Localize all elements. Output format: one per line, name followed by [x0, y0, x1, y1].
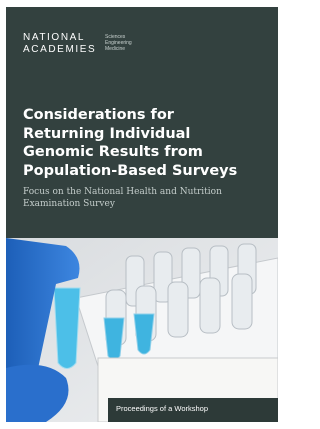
- cover-photo: [6, 238, 278, 422]
- logo-text: NATIONAL: [23, 32, 85, 43]
- title-line: Population-Based Surveys: [23, 162, 273, 181]
- title-line: Considerations for: [23, 106, 273, 125]
- title-line: Returning Individual: [23, 125, 273, 144]
- page: {"header": {"logo_lines": ["NATIONAL", "…: [0, 0, 284, 429]
- title: Considerations for Returning Individual …: [23, 106, 273, 180]
- logo-text: ACADEMIES: [23, 44, 96, 55]
- footer-text: Proceedings of a Workshop: [116, 404, 208, 413]
- subtitle-line: Focus on the National Health and Nutriti…: [23, 186, 273, 198]
- subtitle-line: Examination Survey: [23, 198, 273, 210]
- logo-subtext-line: Medicine: [105, 46, 132, 52]
- book-cover: NATIONAL ACADEMIES Sciences Engineering …: [6, 7, 278, 422]
- subtitle: Focus on the National Health and Nutriti…: [23, 186, 273, 210]
- footer-box: Proceedings of a Workshop: [108, 398, 278, 422]
- title-line: Genomic Results from: [23, 143, 273, 162]
- logo-subtext: Sciences Engineering Medicine: [105, 34, 132, 52]
